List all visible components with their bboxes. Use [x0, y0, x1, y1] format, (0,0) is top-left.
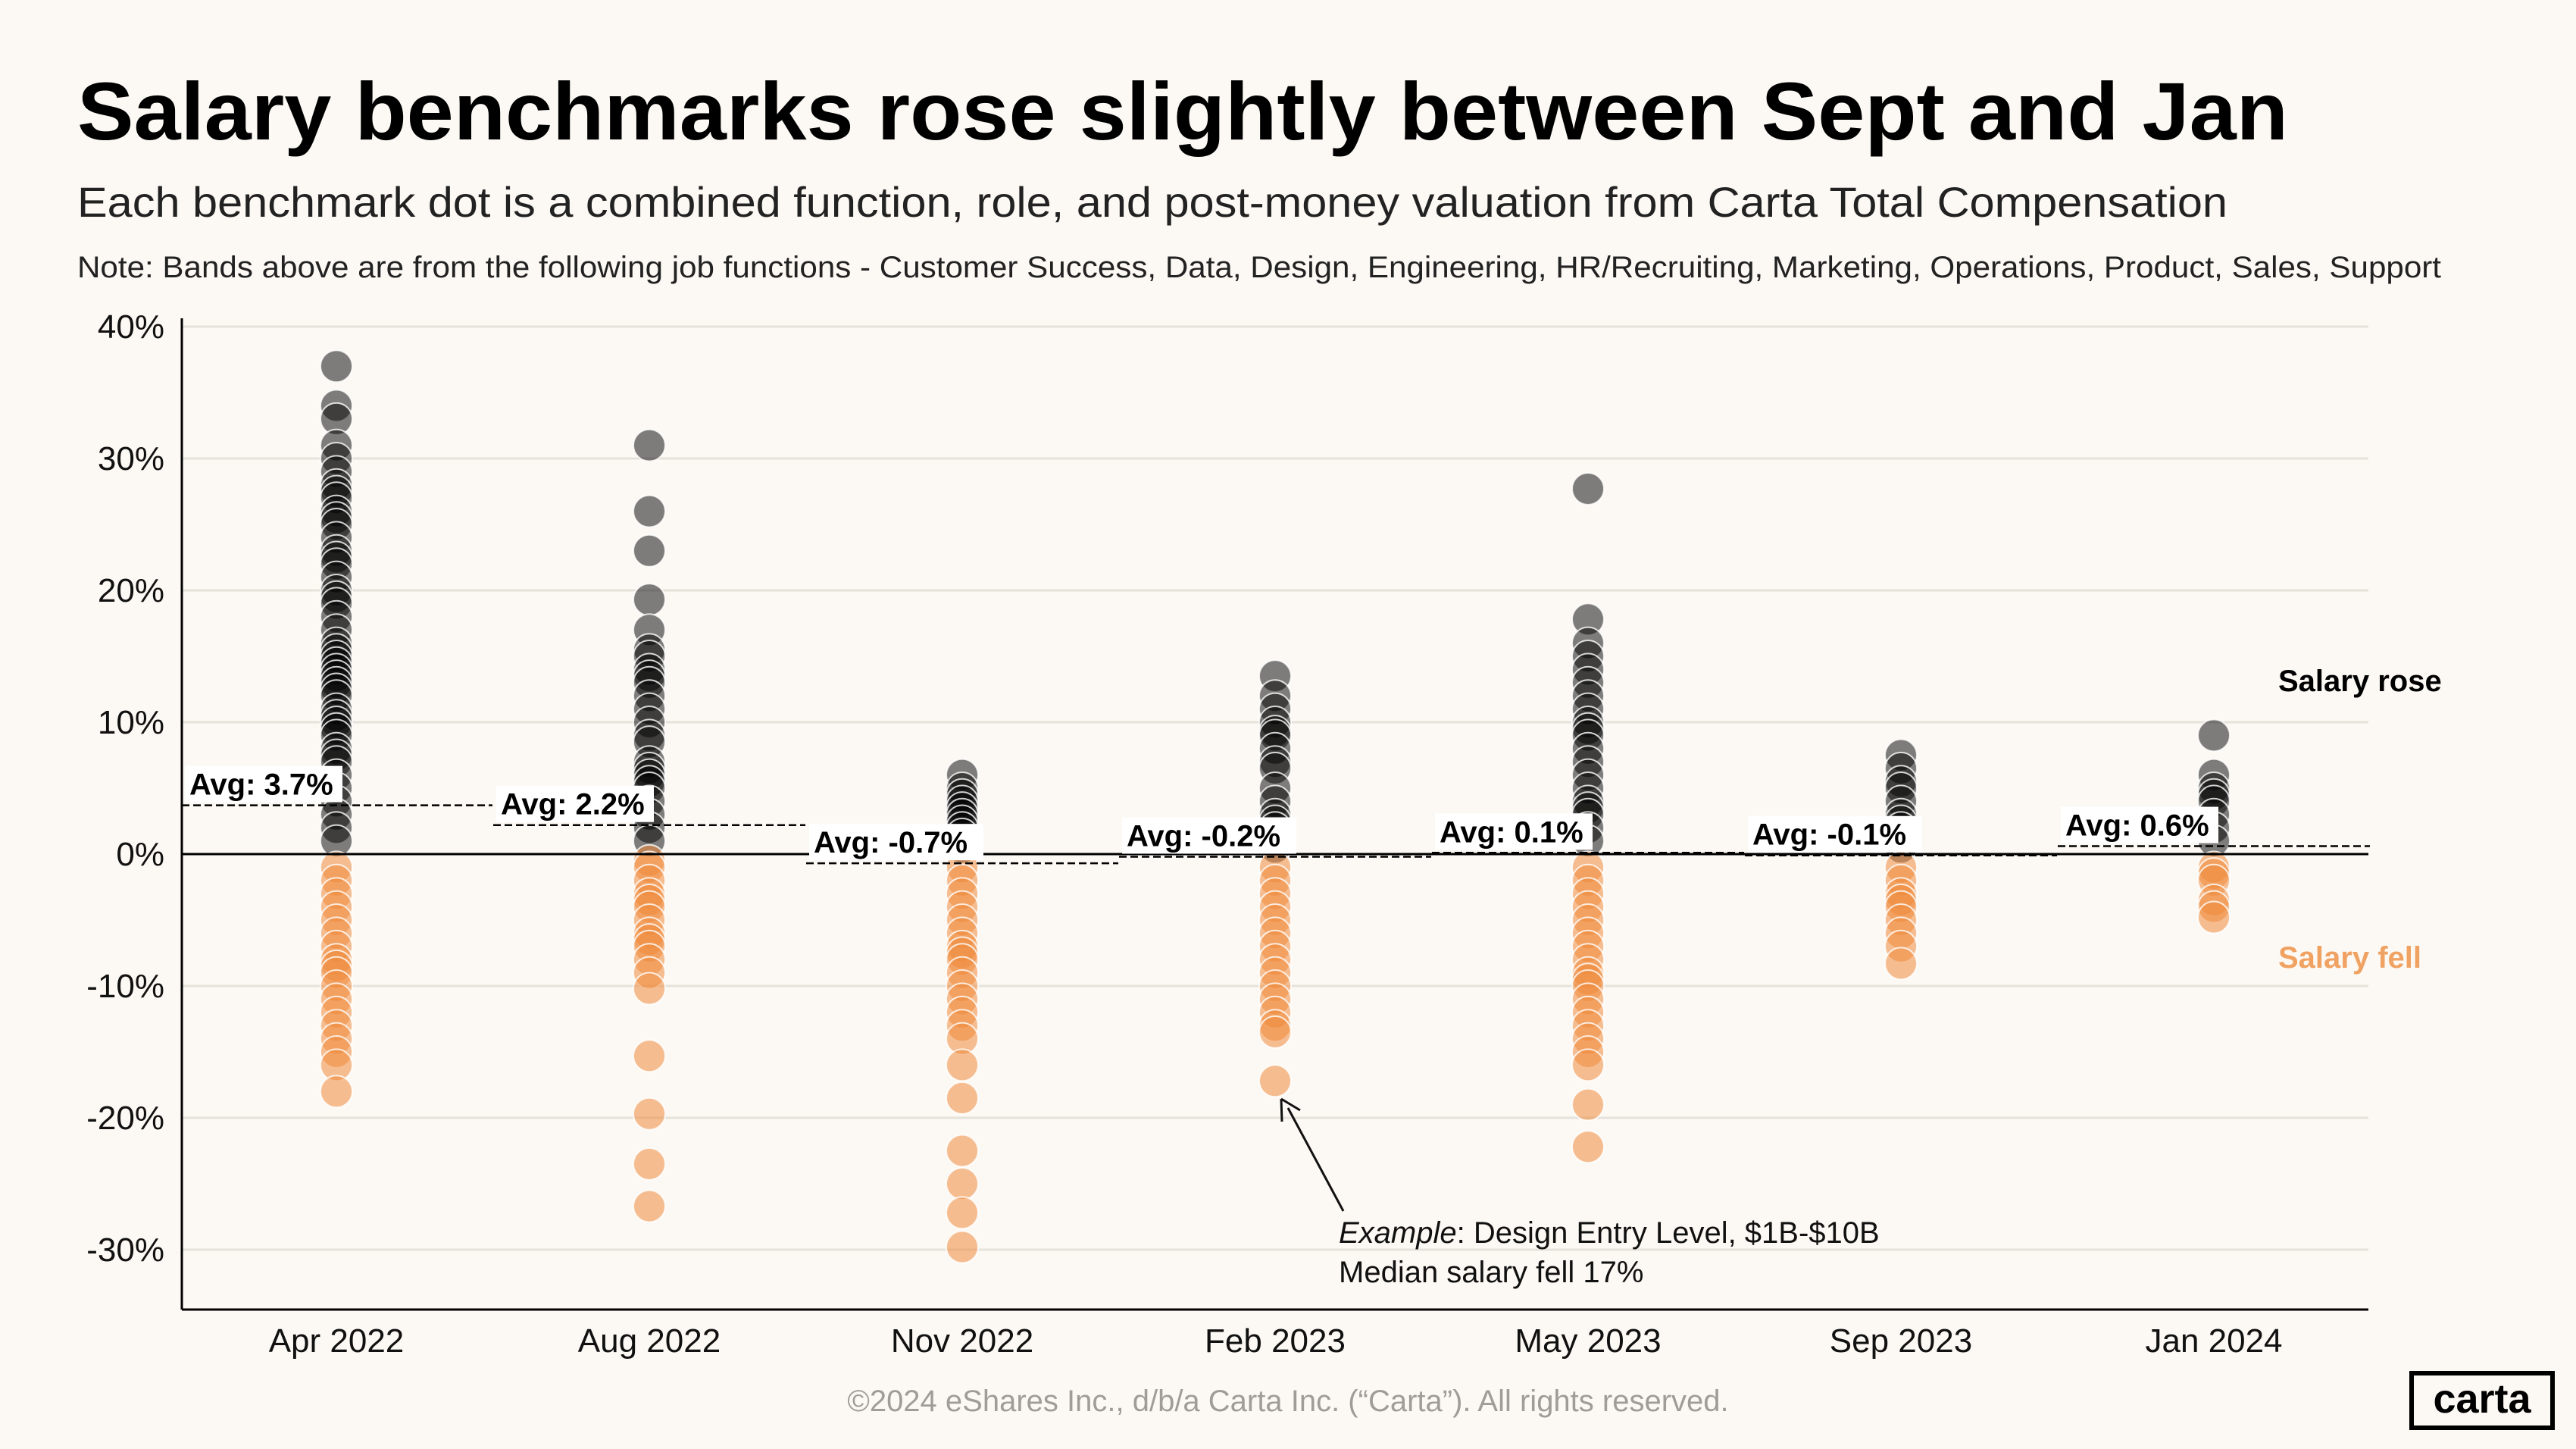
dot-salary-rose: [633, 534, 666, 568]
average-label-bg: [1435, 813, 1593, 850]
dot-salary-fell: [946, 1134, 979, 1168]
dot-salary-fell: [946, 1167, 979, 1200]
dot-salary-rose: [633, 583, 666, 617]
logo-text: carta: [2433, 1376, 2531, 1422]
dot-salary-rose: [633, 494, 666, 528]
chart-note: Note: Bands above are from the following…: [77, 251, 2441, 284]
x-tick-label: Sep 2023: [1830, 1322, 1972, 1360]
averages: Avg: 3.7% Avg: 2.2% Avg: -0.7% Avg: -0.2% Av…: [182, 765, 2370, 865]
y-tick-label: 40%: [98, 308, 164, 346]
dot-salary-fell: [633, 1039, 666, 1073]
average-label-bg: [496, 785, 654, 822]
gridlines: [182, 325, 2368, 1251]
dot-salary-fell: [633, 1097, 666, 1131]
y-tick-label: -30%: [86, 1231, 164, 1269]
x-tick-label: Jan 2024: [2145, 1322, 2282, 1360]
average-label: Avg: 0.6%: [2065, 809, 2209, 843]
copyright: ©2024 eShares Inc., d/b/a Carta Inc. (“C…: [847, 1385, 1728, 1418]
x-tick-label: Apr 2022: [269, 1322, 405, 1360]
dot-salary-fell: [946, 1230, 979, 1264]
y-tick-label: 10%: [98, 704, 164, 741]
average-label-bg: [1748, 815, 1922, 853]
category-dots: [2197, 718, 2231, 934]
average-label-bg: [2061, 806, 2218, 843]
chart-title: Salary benchmarks rose slightly between …: [77, 65, 2288, 157]
y-tick-label: 20%: [98, 572, 164, 609]
y-tick-label: 0%: [116, 836, 164, 873]
y-tick-label: -20%: [86, 1100, 164, 1137]
dot-salary-rose: [1571, 472, 1605, 506]
dot-salary-fell: [946, 1048, 979, 1082]
average-label: Avg: 0.1%: [1440, 815, 1583, 849]
annotation-line2: Median salary fell 17%: [1339, 1256, 1643, 1289]
y-tick-label: -10%: [86, 968, 164, 1005]
dot-salary-rose: [633, 428, 666, 462]
x-tick-label: Feb 2023: [1205, 1322, 1346, 1360]
annotation-line1: Example: Design Entry Level, $1B-$10B: [1339, 1216, 1880, 1250]
dot-salary-fell: [1258, 1064, 1292, 1098]
x-tick-label: Nov 2022: [891, 1322, 1033, 1360]
annotation: Example: Design Entry Level, $1B-$10B Me…: [1280, 1097, 1880, 1289]
average-label: Avg: -0.2%: [1127, 819, 1280, 853]
average-label: Avg: -0.7%: [814, 826, 968, 859]
y-axis-ticks: 40% 30% 20% 10% 0% -10% -20% -30%: [86, 308, 164, 1269]
dot-salary-fell: [633, 1147, 666, 1181]
category-dots: [633, 428, 666, 1223]
average-label: Avg: 2.2%: [501, 788, 645, 822]
dot-salary-fell: [2197, 900, 2231, 934]
x-axis-ticks: Apr 2022 Aug 2022 Nov 2022 Feb 2023 May 2023…: [269, 1322, 2283, 1360]
dot-salary-rose: [2197, 718, 2231, 753]
annotation-arrow: [1286, 1107, 1345, 1212]
legend-salary-fell: Salary fell: [2278, 941, 2421, 975]
dot-salary-fell: [946, 1196, 979, 1230]
dot-salary-fell: [633, 972, 666, 1006]
category-dots: [320, 349, 353, 1109]
x-tick-label: Aug 2022: [578, 1322, 721, 1360]
y-tick-label: 30%: [98, 440, 164, 477]
dot-salary-fell: [633, 1189, 666, 1223]
category-dots: [1258, 659, 1292, 1098]
dot-salary-fell: [320, 1075, 353, 1109]
chart-subtitle: Each benchmark dot is a combined functio…: [77, 178, 2227, 226]
dot-salary-fell: [1884, 947, 1918, 981]
arrow-head-icon: [1280, 1097, 1301, 1122]
average-label-bg: [185, 765, 342, 803]
average-label: Avg: -0.1%: [1752, 818, 1906, 852]
average-label-bg: [809, 824, 983, 861]
x-tick-label: May 2023: [1515, 1322, 1661, 1360]
dot-salary-rose: [320, 349, 353, 383]
dot-salary-fell: [1571, 1130, 1605, 1164]
dot-salary-fell: [1571, 1088, 1605, 1122]
carta-logo[interactable]: carta: [2409, 1371, 2555, 1430]
dot-salary-fell: [1571, 1048, 1605, 1082]
legend-salary-rose: Salary rose: [2278, 665, 2442, 698]
dot-salary-fell: [946, 1081, 979, 1115]
category-dots: [1884, 738, 1918, 981]
average-label-bg: [1122, 817, 1296, 854]
dot-salary-fell: [1258, 1015, 1292, 1049]
average-label: Avg: 3.7%: [189, 768, 333, 802]
